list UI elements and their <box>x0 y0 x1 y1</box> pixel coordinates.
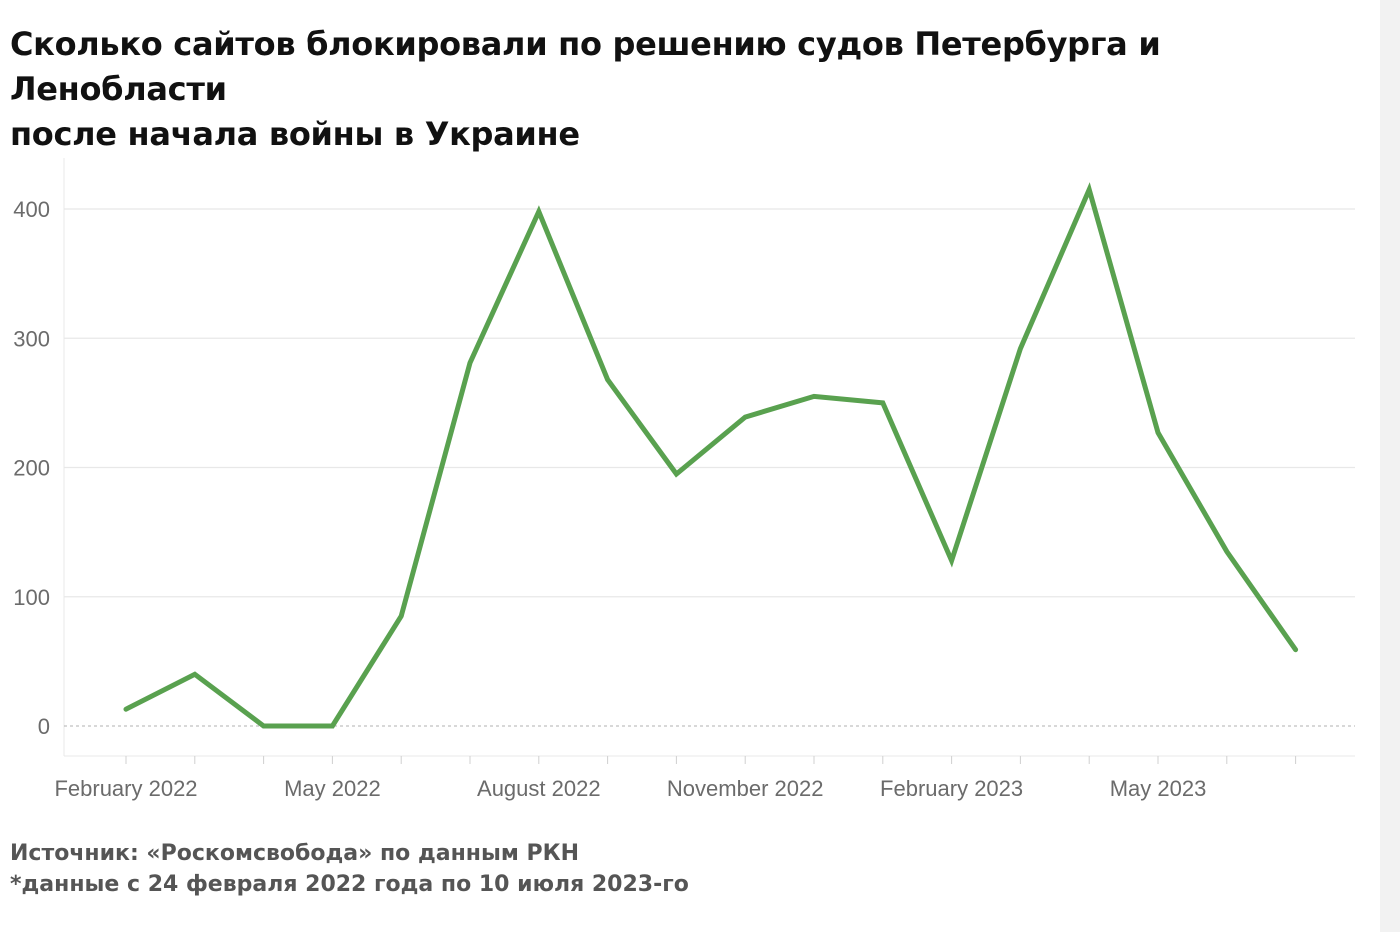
axis-layer: 0 100 200 300 400 February 2022 May 2022 August… <box>13 197 1297 801</box>
source-note: Источник: «Роскомсвобода» по данным РКН <box>10 841 580 866</box>
x-tick-label: May 2022 <box>284 776 381 801</box>
data-point[interactable] <box>1083 184 1095 196</box>
data-point[interactable] <box>1290 644 1302 656</box>
y-tick-label: 400 <box>13 197 50 222</box>
x-tick-label: February 2022 <box>54 776 197 801</box>
data-point[interactable] <box>326 720 338 732</box>
chart-title: Сколько сайтов блокировали по решению су… <box>10 22 1370 157</box>
data-point[interactable] <box>464 357 476 369</box>
y-tick-label: 0 <box>38 714 50 739</box>
data-point[interactable] <box>120 703 132 715</box>
chart-title-line-2: после начала войны в Украине <box>10 115 580 153</box>
data-point[interactable] <box>395 610 407 622</box>
grid-layer <box>63 158 1355 757</box>
data-point[interactable] <box>946 555 958 567</box>
data-point[interactable] <box>808 390 820 402</box>
y-tick-label: 300 <box>13 326 50 351</box>
data-point[interactable] <box>670 468 682 480</box>
x-tick-label: August 2022 <box>477 776 601 801</box>
data-point[interactable] <box>1221 546 1233 558</box>
data-point[interactable] <box>533 206 545 218</box>
footer: Источник: «Роскомсвобода» по данным РКН … <box>10 838 689 900</box>
y-tick-label: 100 <box>13 585 50 610</box>
chart-title-line-1: Сколько сайтов блокировали по решению су… <box>10 25 1161 108</box>
y-tick-label: 200 <box>13 456 50 481</box>
date-range-note: *данные с 24 февраля 2022 года по 10 июл… <box>10 872 689 897</box>
data-point[interactable] <box>602 374 614 386</box>
data-point[interactable] <box>1152 427 1164 439</box>
data-point[interactable] <box>877 397 889 409</box>
data-point[interactable] <box>739 411 751 423</box>
line-chart: 0 100 200 300 400 February 2022 May 2022 August… <box>13 158 1355 801</box>
x-tick-label: November 2022 <box>667 776 824 801</box>
x-tick-label: May 2023 <box>1110 776 1207 801</box>
series-line <box>123 182 1299 729</box>
series-layer <box>120 182 1302 732</box>
x-tick-label: February 2023 <box>880 776 1023 801</box>
data-point[interactable] <box>189 668 201 680</box>
scrollbar-track[interactable] <box>1380 0 1400 932</box>
data-point[interactable] <box>258 720 270 732</box>
data-point[interactable] <box>1014 343 1026 355</box>
